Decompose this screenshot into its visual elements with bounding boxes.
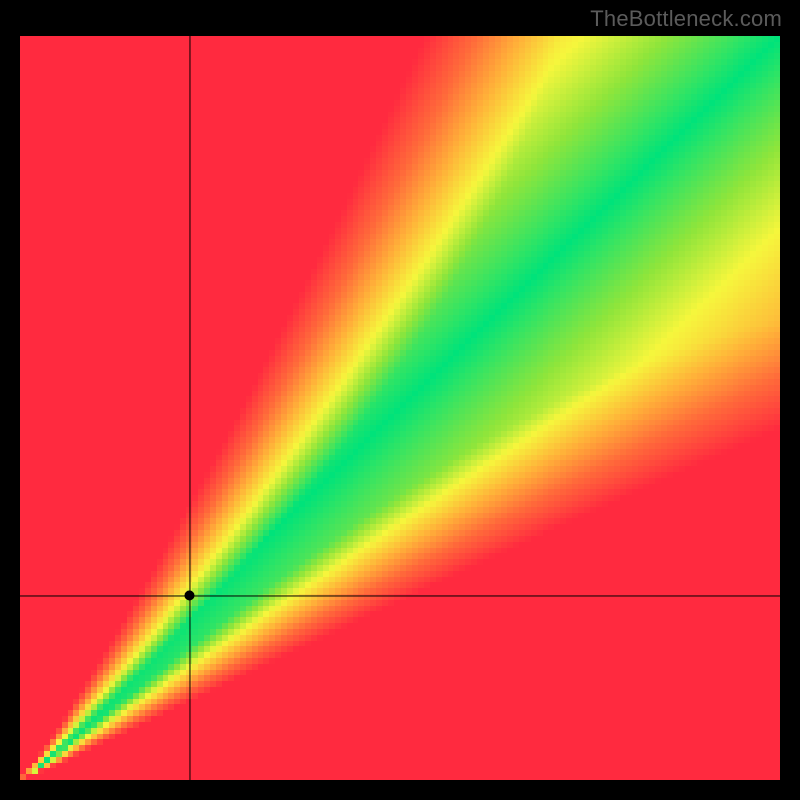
watermark-text: TheBottleneck.com: [590, 6, 782, 32]
heatmap-plot: [20, 36, 780, 780]
chart-container: TheBottleneck.com: [0, 0, 800, 800]
heatmap-canvas: [20, 36, 780, 780]
